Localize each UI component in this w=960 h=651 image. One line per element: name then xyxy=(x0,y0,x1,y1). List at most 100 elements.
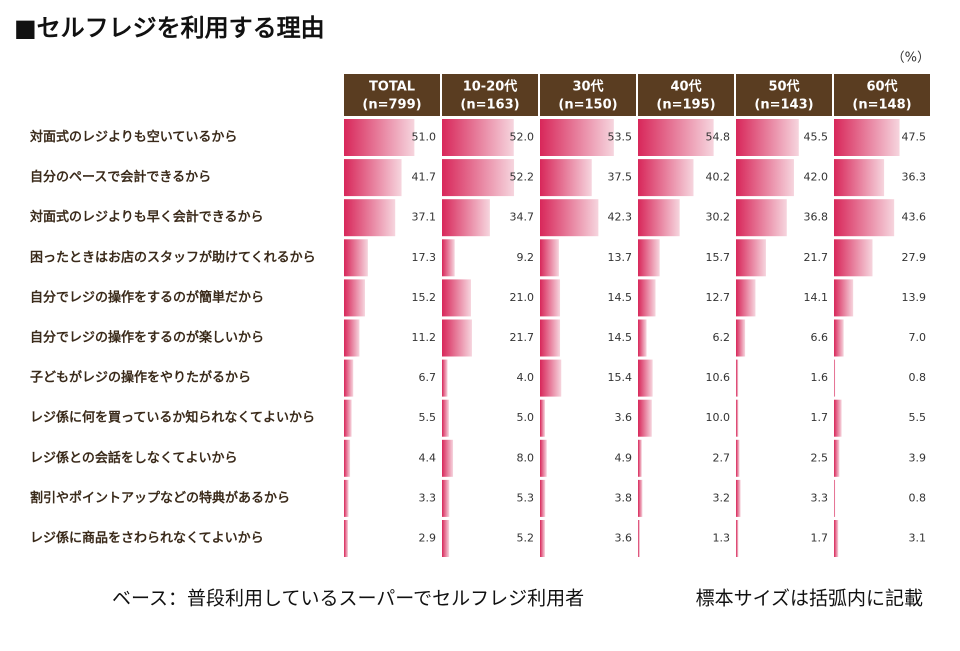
bar xyxy=(344,119,415,156)
value-label: 37.1 xyxy=(412,211,437,224)
bar xyxy=(442,399,449,437)
value-label: 1.3 xyxy=(713,532,731,545)
value-label: 3.3 xyxy=(419,491,437,504)
bar xyxy=(834,479,836,517)
bar xyxy=(736,199,787,237)
value-label: 53.5 xyxy=(608,131,633,144)
column-name: 30代 xyxy=(572,79,603,95)
footer-note: 標本サイズは括弧内に記載 xyxy=(696,588,923,610)
value-label: 1.7 xyxy=(811,411,829,424)
bar xyxy=(834,399,842,437)
bar xyxy=(344,239,368,277)
bar xyxy=(736,279,756,317)
row-label: 割引やポイントアップなどの特典があるから xyxy=(30,490,290,506)
bar xyxy=(736,159,794,197)
value-label: 4.4 xyxy=(419,451,437,464)
header-cell xyxy=(344,74,440,116)
bar xyxy=(442,319,472,357)
bar xyxy=(344,199,396,237)
bar xyxy=(834,119,900,156)
value-label: 14.1 xyxy=(804,291,829,304)
bar xyxy=(736,439,740,477)
header-cell xyxy=(540,74,636,116)
row-label: レジ係に何を買っているか知られなくてよいから xyxy=(30,410,315,426)
value-label: 3.9 xyxy=(909,451,927,464)
value-label: 37.5 xyxy=(608,171,633,184)
value-label: 40.2 xyxy=(706,171,731,184)
bar xyxy=(638,159,694,197)
column-name: 60代 xyxy=(866,79,897,95)
value-label: 13.7 xyxy=(608,251,633,264)
bar xyxy=(834,199,895,237)
value-label: 5.2 xyxy=(517,532,535,545)
value-label: 2.9 xyxy=(419,532,437,545)
header-cell xyxy=(834,74,930,116)
header-cell xyxy=(638,74,734,116)
bar xyxy=(540,159,592,197)
row-label: 子どもがレジの操作をやりたがるから xyxy=(30,370,251,386)
row-label: 困ったときはお店のスタッフが助けてくれるから xyxy=(30,249,316,265)
value-label: 5.0 xyxy=(517,411,535,424)
bar xyxy=(834,520,839,557)
bar xyxy=(736,359,739,397)
value-label: 4.0 xyxy=(517,371,535,384)
column-name: TOTAL xyxy=(369,80,415,95)
bar xyxy=(442,239,455,277)
bar xyxy=(344,439,351,477)
bar xyxy=(442,159,515,197)
value-label: 0.8 xyxy=(909,491,927,504)
bar xyxy=(834,359,836,397)
value-label: 3.2 xyxy=(713,491,731,504)
column-n: (n=195) xyxy=(656,98,715,113)
bar xyxy=(540,359,562,397)
row-label: レジ係との会話をしなくてよいから xyxy=(30,450,237,466)
bar xyxy=(442,119,514,156)
bar xyxy=(638,119,714,156)
value-label: 52.0 xyxy=(510,131,535,144)
value-label: 21.7 xyxy=(510,331,535,344)
value-label: 51.0 xyxy=(412,131,437,144)
bar xyxy=(442,279,471,317)
bar xyxy=(736,319,746,357)
value-label: 8.0 xyxy=(517,451,535,464)
bar xyxy=(638,239,660,277)
bar xyxy=(834,159,885,197)
bar xyxy=(638,279,656,317)
bar xyxy=(540,199,599,237)
bar xyxy=(736,520,739,557)
value-label: 13.9 xyxy=(902,291,927,304)
title: ■セルフレジを利用する理由 xyxy=(14,14,325,42)
bar xyxy=(442,520,450,557)
bar xyxy=(834,239,873,277)
bar xyxy=(442,439,454,477)
value-label: 3.6 xyxy=(615,532,633,545)
bar xyxy=(736,399,739,437)
bar xyxy=(344,479,349,517)
column-n: (n=143) xyxy=(754,98,813,113)
value-label: 5.5 xyxy=(419,411,437,424)
bar xyxy=(442,199,490,237)
bar xyxy=(540,239,559,277)
bar xyxy=(540,319,561,357)
header-cell xyxy=(736,74,832,116)
value-label: 45.5 xyxy=(804,131,829,144)
row-label: 自分でレジの操作をするのが簡単だから xyxy=(30,289,264,305)
bar xyxy=(540,119,614,156)
bar xyxy=(540,399,545,437)
row-label: 自分でレジの操作をするのが楽しいから xyxy=(30,330,264,346)
value-label: 3.8 xyxy=(615,491,633,504)
value-label: 1.7 xyxy=(811,532,829,545)
header-cell xyxy=(442,74,538,116)
value-label: 21.0 xyxy=(510,291,535,304)
value-label: 52.2 xyxy=(510,171,535,184)
value-label: 42.0 xyxy=(804,171,829,184)
bar xyxy=(344,319,360,357)
value-label: 10.0 xyxy=(706,411,731,424)
value-label: 2.7 xyxy=(713,451,731,464)
bar xyxy=(638,520,640,557)
value-label: 41.7 xyxy=(412,171,437,184)
value-label: 30.2 xyxy=(706,211,731,224)
value-label: 15.7 xyxy=(706,251,731,264)
value-label: 7.0 xyxy=(909,331,927,344)
